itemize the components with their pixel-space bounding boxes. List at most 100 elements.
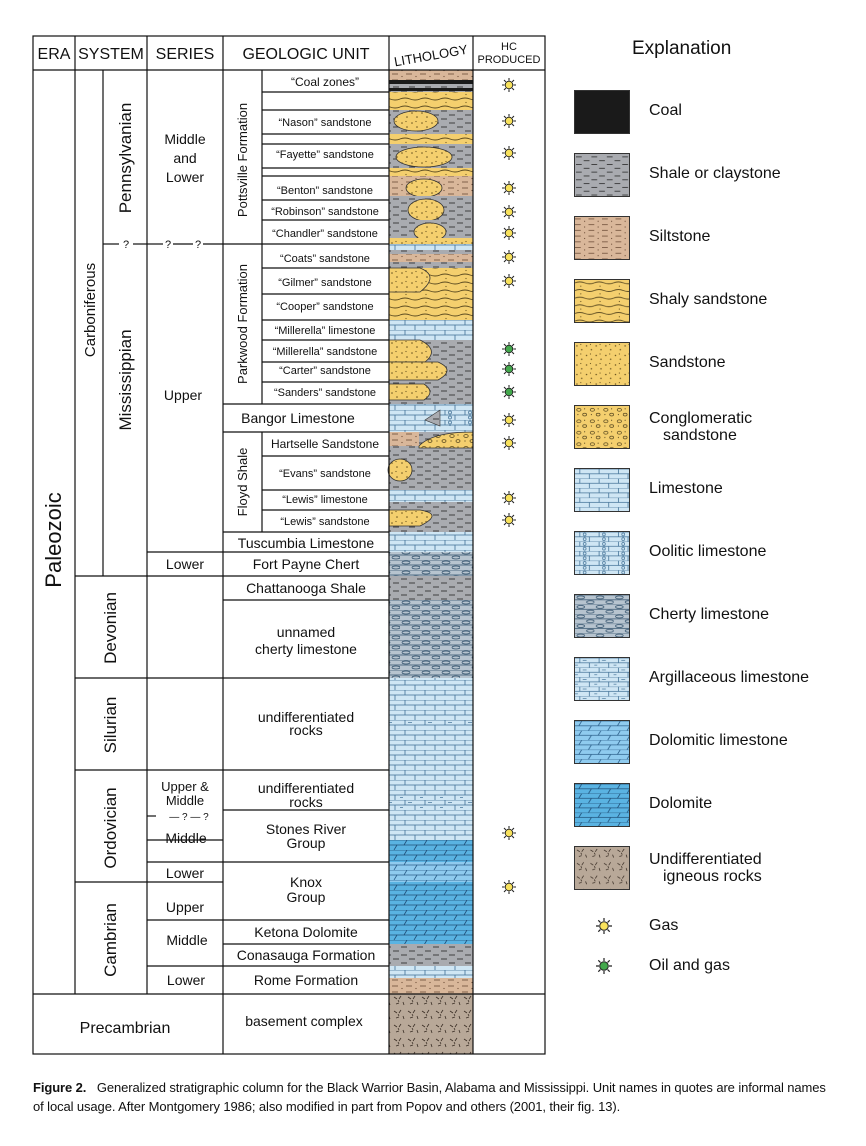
- header-hc: HC: [501, 41, 517, 53]
- legend-label: Cherty limestone: [649, 606, 769, 623]
- series-ord-up-mid-1: Upper &: [161, 779, 209, 794]
- gas-symbol-icon: [502, 114, 516, 128]
- gas-symbol-icon: [502, 413, 516, 427]
- unit-gilmer: “Gilmer” sandstone: [278, 277, 372, 289]
- legend-swatch-siltstone: [574, 216, 630, 260]
- figure-caption: Figure 2. Generalized stratigraphic colu…: [33, 1078, 833, 1116]
- series-ord-query: — ? — ?: [169, 812, 209, 823]
- series-penn-1: Middle: [164, 131, 205, 147]
- stratigraphic-column: ERA SYSTEM SERIES GEOLOGIC UNIT LITHOLOG…: [32, 35, 546, 1055]
- system-mississippian: Mississippian: [116, 329, 135, 430]
- hc-produced-symbols: [502, 78, 516, 894]
- legend-label-line: Sandstone: [649, 354, 726, 371]
- era-precambrian: Precambrian: [80, 1020, 171, 1037]
- legend-title: Explanation: [632, 38, 732, 59]
- legend-swatch-igneous: [574, 846, 630, 890]
- legend-swatch-dolomitic: [574, 720, 630, 764]
- unit-labels-small: “Coal zones” “Nason” sandstone “Fayette”…: [271, 75, 379, 528]
- legend-label-line: igneous rocks: [663, 868, 762, 885]
- unit-conasauga: Conasauga Formation: [237, 947, 376, 963]
- unit-nason: “Nason” sandstone: [279, 117, 372, 129]
- unit-labels-large: Bangor Limestone Tuscumbia Limestone For…: [80, 410, 376, 1037]
- series-labels: Middle and Lower ? ? ? Upper Lower Upper…: [123, 131, 209, 988]
- unit-millerella-sandstone: “Millerella” sandstone: [273, 346, 378, 358]
- legend-label: Sandstone: [649, 354, 726, 371]
- unit-fort-payne: Fort Payne Chert: [253, 556, 360, 572]
- unit-knox-1: Knox: [290, 874, 322, 890]
- legend-label-line: Siltstone: [649, 228, 711, 245]
- unit-benton: “Benton” sandstone: [277, 185, 373, 197]
- unit-knox-2: Group: [287, 889, 326, 905]
- unit-basement: basement complex: [245, 1013, 363, 1029]
- gas-symbol-icon: [502, 274, 516, 288]
- gas-symbol-icon: [502, 181, 516, 195]
- header-geologic-unit: GEOLOGIC UNIT: [242, 46, 369, 63]
- unit-stones-river-2: Group: [287, 835, 326, 851]
- oil-and-gas-symbol-icon: [596, 958, 612, 974]
- unit-robinson: “Robinson” sandstone: [271, 206, 379, 218]
- unit-hartselle: Hartselle Sandstone: [271, 437, 379, 451]
- legend-label-line: sandstone: [663, 427, 737, 444]
- gas-symbol-icon: [502, 491, 516, 505]
- legend-label: Argillaceous limestone: [649, 669, 809, 686]
- unit-ketona: Ketona Dolomite: [254, 924, 358, 940]
- caption-label: Figure 2.: [33, 1080, 87, 1095]
- series-ord-up-mid-2: Middle: [166, 793, 204, 808]
- legend-swatch-coal: [574, 90, 630, 134]
- header-series: SERIES: [156, 46, 215, 63]
- rotated-labels: Paleozoic Carboniferous Pennsylvanian Mi…: [41, 103, 250, 977]
- unit-silurian-undiff-2: rocks: [289, 722, 322, 738]
- header-era: ERA: [38, 46, 71, 63]
- unit-stones-river-1: Stones River: [266, 821, 346, 837]
- unit-tuscumbia: Tuscumbia Limestone: [238, 535, 375, 551]
- series-camb-middle: Middle: [166, 932, 207, 948]
- unit-ord-undiff-2: rocks: [289, 794, 322, 810]
- legend-label: Gas: [649, 917, 679, 934]
- unit-cooper: “Cooper” sandstone: [276, 301, 373, 313]
- legend-label-line: Coal: [649, 102, 682, 119]
- unit-chattanooga: Chattanooga Shale: [246, 580, 366, 596]
- system-carboniferous: Carboniferous: [82, 263, 99, 357]
- system-cambrian: Cambrian: [101, 903, 120, 977]
- series-camb-upper: Upper: [166, 899, 204, 915]
- legend-label-line: Limestone: [649, 480, 723, 497]
- system-ordovician: Ordovician: [101, 787, 120, 868]
- gas-symbol-icon: [502, 513, 516, 527]
- legend: Explanation Coal Shale or claystone: [574, 30, 864, 990]
- unit-evans: “Evans” sandstone: [279, 468, 371, 480]
- unit-bangor: Bangor Limestone: [241, 410, 355, 426]
- legend-label-line: Shale or claystone: [649, 165, 781, 182]
- series-camb-lower: Lower: [167, 972, 205, 988]
- legend-label: Shaly sandstone: [649, 291, 767, 308]
- legend-label-line: Shaly sandstone: [649, 291, 768, 308]
- legend-label-line: Dolomitic limestone: [649, 732, 788, 749]
- legend-swatch-sandstone: [574, 342, 630, 386]
- legend-label-line: Undifferentiated: [649, 851, 762, 868]
- legend-label: Limestone: [649, 480, 723, 497]
- unit-chandler: “Chandler” sandstone: [272, 228, 378, 240]
- unit-lewis-limestone: “Lewis” limestone: [282, 494, 368, 506]
- series-penn-3: Lower: [166, 169, 204, 185]
- table-grid: [32, 35, 546, 1055]
- legend-swatch-cherty: [574, 594, 630, 638]
- unit-rome: Rome Formation: [254, 972, 358, 988]
- system-pennsylvanian: Pennsylvanian: [116, 103, 135, 214]
- formation-parkwood: Parkwood Formation: [235, 264, 250, 384]
- legend-label: Undifferentiated igneous rocks: [649, 851, 762, 885]
- legend-swatch-shaly-sandstone: [574, 279, 630, 323]
- unit-ord-undiff-1: undifferentiated: [258, 780, 354, 796]
- legend-swatch-conglomeratic: [574, 405, 630, 449]
- legend-label-line: Dolomite: [649, 795, 713, 812]
- legend-label-line: Cherty limestone: [649, 606, 770, 623]
- lithology-column: [387, 70, 474, 1054]
- gas-symbol-icon: [502, 226, 516, 240]
- gas-symbol-icon: [502, 880, 516, 894]
- system-devonian: Devonian: [101, 592, 120, 664]
- legend-label: Oolitic limestone: [649, 543, 766, 560]
- legend-swatch-dolomite: [574, 783, 630, 827]
- formation-pottsville: Pottsville Formation: [235, 103, 250, 217]
- unit-coats: “Coats” sandstone: [280, 253, 370, 265]
- gas-symbol-icon: [502, 250, 516, 264]
- legend-label: Dolomitic limestone: [649, 732, 788, 749]
- legend-label-line: Argillaceous limestone: [649, 669, 810, 686]
